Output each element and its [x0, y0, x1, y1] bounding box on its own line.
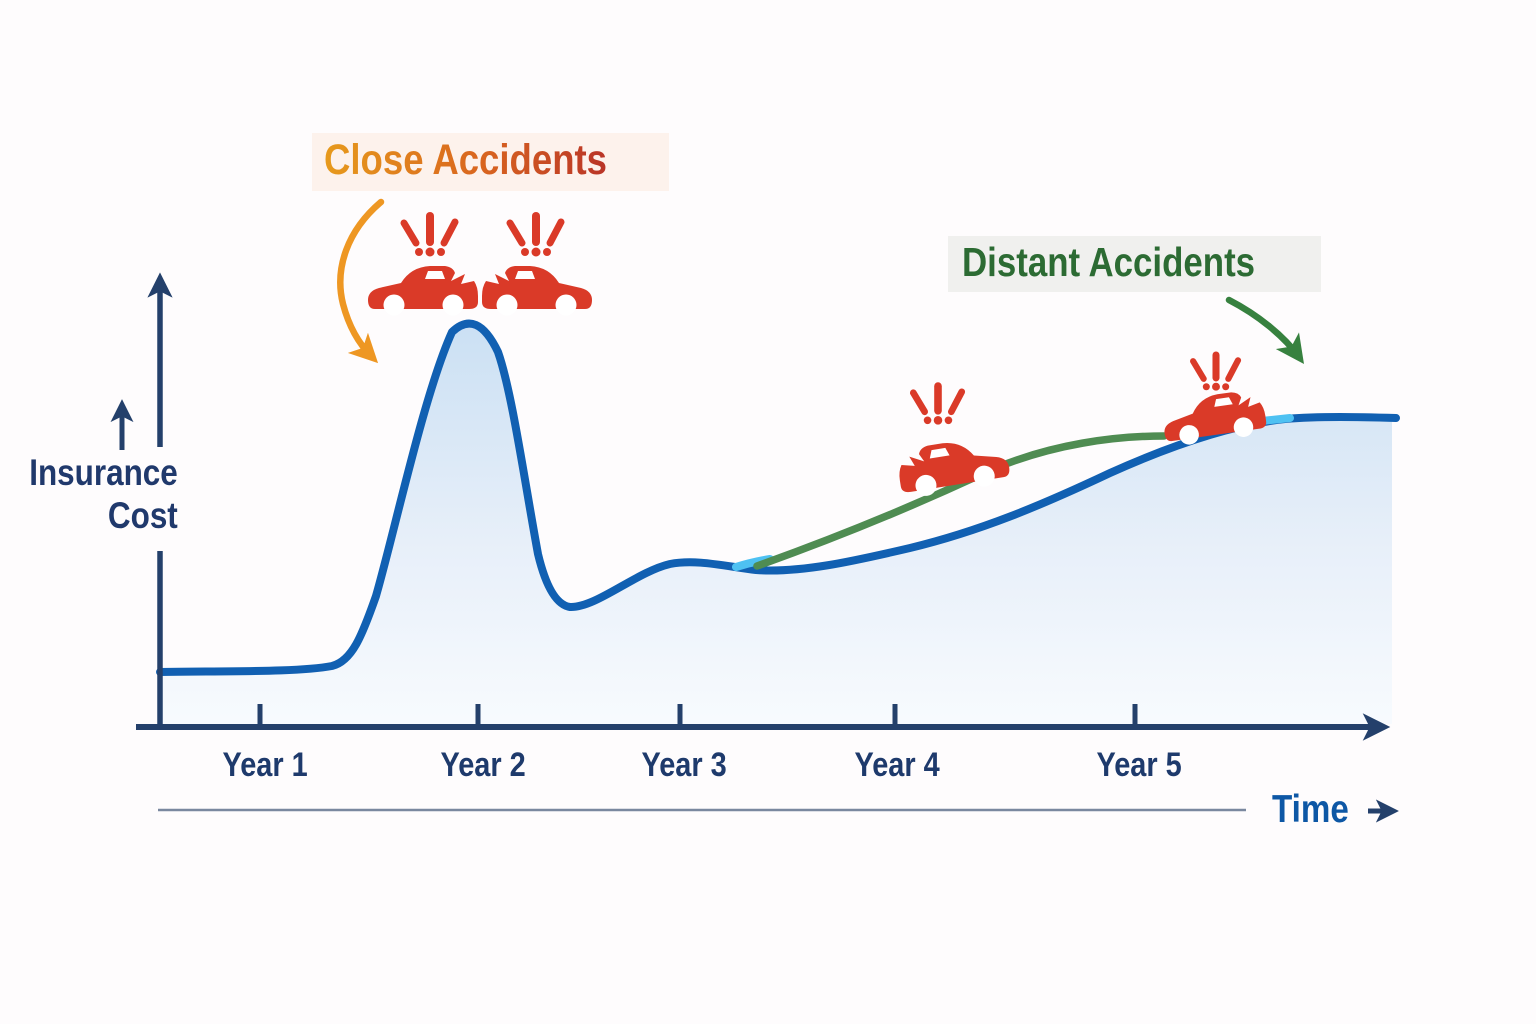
x-tick-label-year1: Year 1	[222, 746, 308, 784]
close-crash-cars-icon	[368, 216, 592, 316]
x-tick-label-year5: Year 5	[1096, 746, 1182, 784]
x-tick-label-year4: Year 4	[854, 746, 940, 784]
area-fill	[160, 323, 1392, 724]
close-accidents-text: Close Accidents	[324, 136, 608, 184]
distant-accidents-arrow-icon	[1225, 296, 1304, 364]
x-tick-label-year2: Year 2	[440, 746, 526, 784]
distant-accidents-text: Distant Accidents	[962, 239, 1256, 285]
close-accidents-arrow-icon	[337, 198, 385, 364]
y-axis-label-line1: Insurance	[29, 452, 178, 493]
y-axis-label-line2: Cost	[108, 494, 178, 536]
y-axis-label: Insurance Cost	[0, 452, 178, 538]
distant-accidents-label: Distant Accidents	[948, 236, 1321, 292]
close-accidents-label: Close Accidents	[312, 133, 669, 191]
x-tick-label-year3: Year 3	[641, 746, 727, 784]
x-axis-label: Time	[1272, 788, 1349, 831]
insurance-cost-curve	[156, 319, 1400, 676]
distant-crash-car1-icon	[895, 386, 1012, 500]
x-axis-ticks	[257, 704, 1138, 727]
